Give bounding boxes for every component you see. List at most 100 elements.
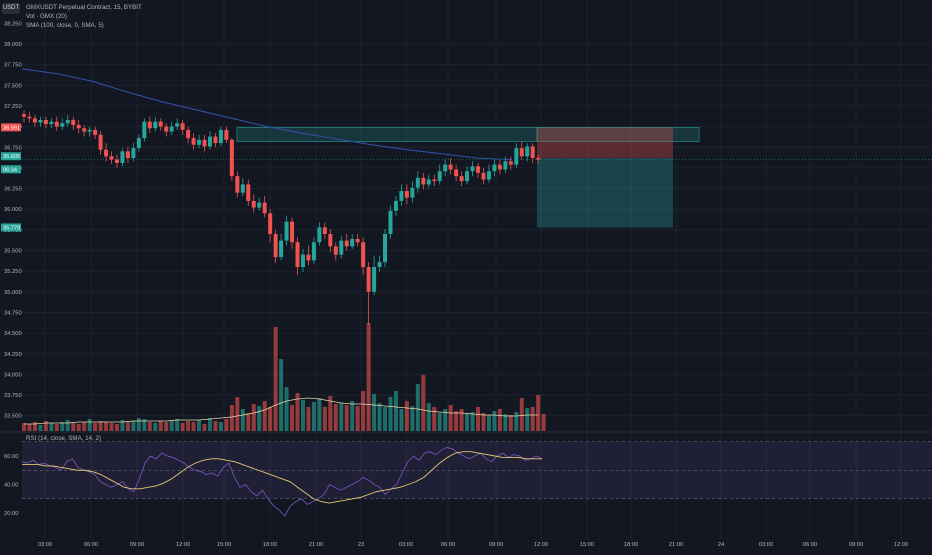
volume-bar [38, 425, 43, 431]
volume-bar [514, 412, 519, 431]
volume-bar [530, 407, 535, 431]
price-axis-tick: 35.250 [4, 269, 22, 275]
candle-body [426, 179, 431, 185]
volume-bar [268, 407, 273, 431]
volume-bar [49, 423, 54, 431]
candle-body [361, 242, 366, 268]
volume-bar [503, 414, 508, 431]
price-axis-tick: 38.000 [4, 42, 22, 48]
candle-body [175, 123, 180, 127]
candle-body [448, 164, 453, 170]
volume-bar [388, 397, 393, 431]
position-zones[interactable] [22, 127, 932, 228]
candle-body [262, 202, 267, 214]
volume-bar [213, 421, 218, 431]
volume-bar [497, 409, 502, 431]
volume-bar [350, 401, 355, 431]
price-label-text: 36.605 [3, 154, 20, 160]
volume-bar [432, 407, 437, 431]
candle-body [470, 166, 475, 172]
volume-bar [169, 420, 174, 431]
time-axis-tick: 06:00 [441, 542, 456, 548]
candle-body [437, 171, 442, 182]
rsi-ma-line [22, 451, 542, 504]
price-label-box [1, 152, 21, 161]
candle-body [131, 148, 136, 158]
candle-body [142, 121, 147, 139]
volume-bar [71, 423, 76, 431]
volume-bar [290, 405, 295, 431]
volume-bar [459, 409, 464, 431]
candle-body [49, 121, 54, 125]
rsi-band-fill [22, 441, 932, 499]
volume-bar [175, 419, 180, 431]
volume-bar [82, 422, 87, 431]
volume-ma-line [24, 397, 539, 425]
volume-bar [470, 412, 475, 431]
volume-bar [410, 406, 415, 431]
volume-bar [306, 407, 311, 431]
volume-legend[interactable]: Vol · GMX (20) [26, 13, 67, 21]
candle-body [410, 187, 415, 198]
volume-bar [383, 407, 388, 431]
time-axis-tick: 21:00 [309, 542, 324, 548]
volume-bar [27, 424, 32, 431]
volume-bar [454, 411, 459, 431]
candle-body [136, 138, 141, 149]
price-axis-tick: 37.500 [4, 83, 22, 89]
candle-body [377, 262, 382, 268]
volume-bar [257, 406, 262, 431]
price-axis-tick: 37.250 [4, 104, 22, 110]
volume-bar [536, 395, 541, 431]
entry-zone-extension [536, 127, 700, 142]
volume-bar [251, 404, 256, 431]
candle-body [27, 116, 32, 119]
candle-body [388, 210, 393, 234]
price-axis-tick: 34.250 [4, 352, 22, 358]
volume-bar [361, 391, 366, 431]
volume-bar [186, 421, 191, 431]
price-axis-tick: 37.750 [4, 63, 22, 69]
volume-bar [295, 393, 300, 431]
candle-body [525, 146, 530, 157]
candle-body [503, 161, 508, 170]
volume-bar [317, 398, 322, 431]
sma-legend[interactable]: SMA (100, close, 0, SMA, 5) [26, 22, 104, 30]
candle-body [125, 151, 130, 158]
candle-body [43, 119, 48, 125]
candle-body [82, 128, 87, 132]
candle-body [120, 151, 125, 163]
candle-body [350, 238, 355, 247]
rsi-series [21, 447, 543, 517]
symbol-legend[interactable]: GMXUSDT Perpetual Contract, 15, BYBIT [26, 4, 142, 11]
stop-loss-zone [537, 127, 673, 158]
candle-body [164, 126, 169, 132]
volume-bar [54, 424, 59, 431]
volume-bar [240, 409, 245, 431]
volume-bar [404, 401, 409, 431]
candle-body [273, 233, 278, 258]
volume-bar [481, 413, 486, 431]
candle-body [284, 221, 289, 241]
volume-bar [311, 402, 316, 431]
time-axis-tick: 12:00 [534, 542, 549, 548]
volume-bar [93, 423, 98, 431]
candle-body [372, 267, 377, 292]
volume-bar [87, 419, 92, 431]
volume-bar [229, 405, 234, 431]
price-label-box [1, 123, 21, 132]
candle-body [207, 136, 212, 147]
volume-bar [333, 404, 338, 431]
time-axis[interactable]: 03:00 06:00 09:00 12:00 15:00 18:00 21:00 23 03:… [38, 542, 909, 548]
candle-body [180, 123, 185, 130]
rsi-line [21, 447, 543, 517]
volume-bar [284, 387, 289, 431]
rsi-legend[interactable]: RSI (14, close, SMA, 14, 2) [26, 435, 101, 442]
candle-body [169, 126, 174, 132]
candle-body [87, 129, 92, 132]
currency-badge[interactable]: USDT [2, 3, 20, 14]
volume-bar [339, 403, 344, 431]
volume-bar [492, 411, 497, 431]
